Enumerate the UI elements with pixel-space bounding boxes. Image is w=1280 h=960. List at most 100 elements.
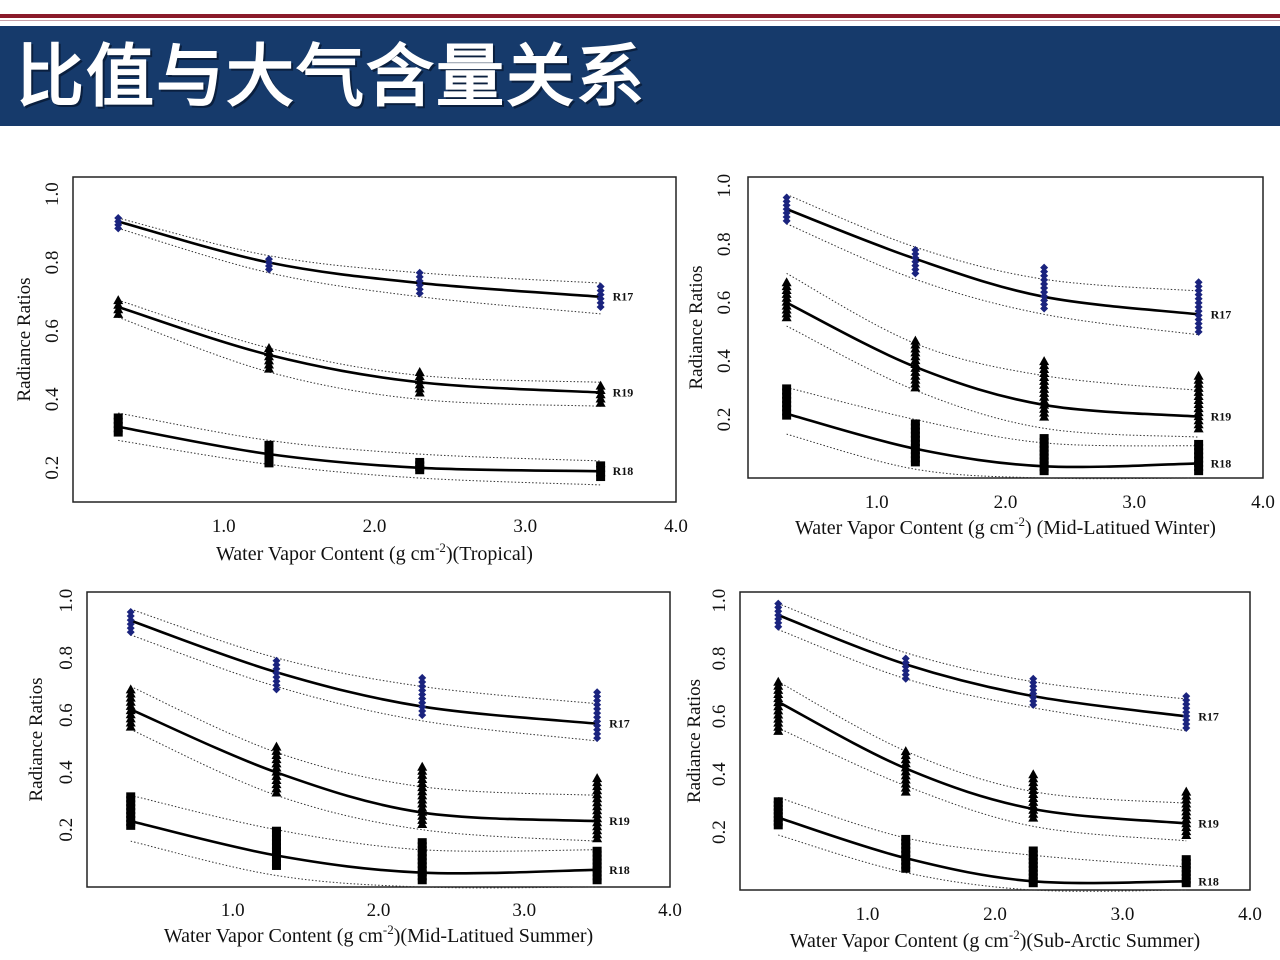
r17-point xyxy=(418,711,427,720)
r19-upper-bound xyxy=(778,681,1187,804)
r19-fit-line xyxy=(130,708,598,823)
r17-point xyxy=(272,685,281,694)
r19-point xyxy=(1028,812,1039,822)
r17-point xyxy=(418,678,427,687)
y-tick-label: 0.4 xyxy=(709,762,730,786)
r18-point xyxy=(1039,434,1049,441)
r18-point xyxy=(592,866,602,873)
r19-point-cluster xyxy=(1193,370,1204,433)
r17-point xyxy=(126,612,135,621)
x-tick-label: 1.0 xyxy=(221,900,245,921)
series-label-r17: R17 xyxy=(1198,709,1219,723)
r17-point-cluster xyxy=(596,282,605,311)
r17-point xyxy=(782,216,791,225)
r17-upper-bound xyxy=(778,603,1187,700)
y-tick-label: 0.4 xyxy=(42,387,63,411)
r18-point xyxy=(901,862,911,869)
r18-point xyxy=(592,854,602,861)
r18-point xyxy=(1028,873,1038,880)
r17-point xyxy=(1194,323,1203,332)
r18-point-cluster xyxy=(1028,846,1038,888)
r18-point xyxy=(271,859,281,866)
r18-lower-bound xyxy=(118,439,601,486)
r18-point xyxy=(773,819,783,826)
r18-point xyxy=(1194,469,1204,476)
r19-point xyxy=(1181,830,1192,840)
r18-point xyxy=(1194,439,1204,446)
r18-point xyxy=(417,862,427,869)
r17-point xyxy=(593,696,602,705)
r18-point xyxy=(113,430,123,437)
plot-frame xyxy=(86,591,671,888)
y-tick-label: 0.4 xyxy=(714,349,735,373)
r18-point xyxy=(773,797,783,804)
r18-point xyxy=(592,858,602,865)
r17-point xyxy=(415,268,424,277)
r19-point xyxy=(125,721,136,731)
r18-point xyxy=(113,422,123,429)
r18-point xyxy=(264,440,274,447)
r18-point-cluster xyxy=(264,440,274,468)
r18-point xyxy=(271,834,281,841)
r19-point-cluster xyxy=(113,295,124,318)
plot-frame xyxy=(72,176,677,503)
r17-point xyxy=(593,717,602,726)
r19-point-cluster xyxy=(900,746,911,796)
r18-point xyxy=(773,808,783,815)
r18-point xyxy=(592,874,602,881)
r18-point xyxy=(910,460,920,467)
r18-point xyxy=(1039,469,1049,476)
r18-point xyxy=(264,453,274,460)
r18-point xyxy=(415,468,425,475)
r17-point xyxy=(418,690,427,699)
r17-point xyxy=(272,669,281,678)
r18-point-cluster xyxy=(126,792,136,830)
r17-point-cluster xyxy=(901,654,910,683)
r19-point xyxy=(113,299,124,309)
r17-fit-line xyxy=(786,207,1199,316)
r17-fit-line xyxy=(117,220,601,299)
r18-point xyxy=(271,847,281,854)
r18-point xyxy=(901,850,911,857)
r19-upper-bound xyxy=(786,272,1199,391)
r17-point xyxy=(596,282,605,291)
r17-point xyxy=(593,709,602,718)
series-label-r17: R17 xyxy=(609,717,630,731)
r17-upper-bound xyxy=(786,194,1199,292)
r18-point-cluster xyxy=(901,834,911,873)
r17-point xyxy=(1040,288,1049,297)
r19-point xyxy=(595,397,606,407)
r17-point xyxy=(264,265,273,274)
r18-point xyxy=(113,417,123,424)
r17-point xyxy=(272,660,281,669)
r19-point-cluster xyxy=(910,335,921,392)
r17-point xyxy=(593,725,602,734)
r19-point xyxy=(414,387,425,397)
y-tick-label: 0.8 xyxy=(42,251,63,275)
r17-point-cluster xyxy=(1182,692,1191,732)
r17-point xyxy=(901,662,910,671)
r19-point-cluster xyxy=(271,741,282,797)
r18-point xyxy=(1181,866,1191,873)
r18-point xyxy=(1181,873,1191,880)
r19-point xyxy=(910,382,921,392)
r17-point xyxy=(901,654,910,663)
r17-point xyxy=(1194,282,1203,291)
r19-point xyxy=(900,786,911,796)
r17-point xyxy=(596,290,605,299)
r18-lower-bound xyxy=(778,834,1187,892)
r17-point xyxy=(1194,319,1203,328)
r17-point xyxy=(1194,278,1203,287)
r18-point xyxy=(773,801,783,808)
r17-fit-line xyxy=(777,613,1187,718)
r18-point xyxy=(1028,861,1038,868)
y-tick-label: 0.8 xyxy=(709,647,730,671)
r18-point xyxy=(910,439,920,446)
r18-point xyxy=(415,461,425,468)
r17-point xyxy=(418,707,427,716)
r17-point xyxy=(593,688,602,697)
x-tick-label: 1.0 xyxy=(856,904,880,925)
r17-point xyxy=(1040,275,1049,284)
r18-point xyxy=(126,792,136,799)
